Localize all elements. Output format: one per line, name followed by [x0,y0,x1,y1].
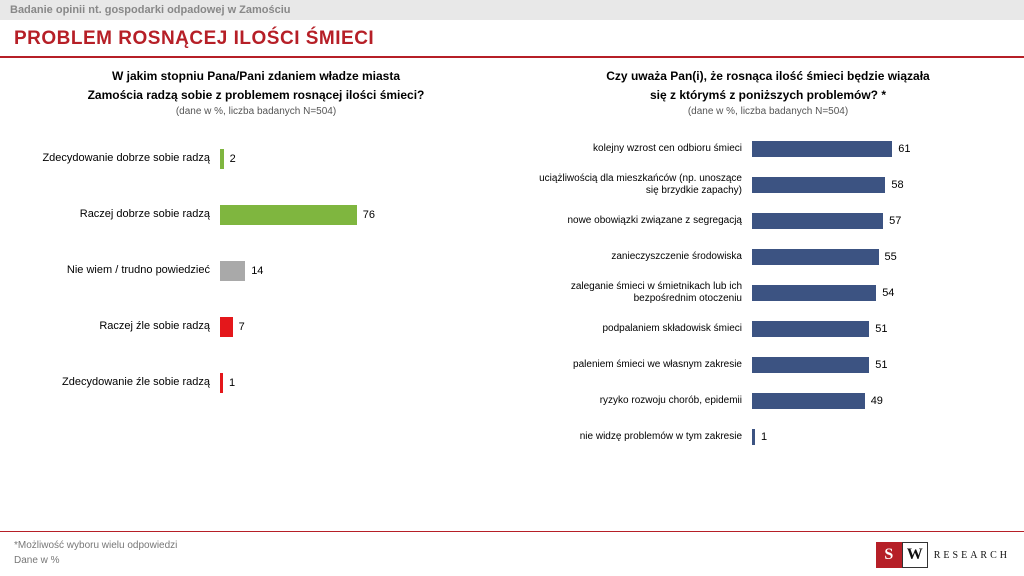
chart-row: nowe obowiązki związane z segregacją 57 [532,203,1004,239]
bar [752,249,879,265]
bar [752,285,876,301]
chart-row: Zdecydowanie dobrze sobie radzą 2 [20,131,492,187]
bar-wrap: 57 [752,213,1004,229]
chart-row: Raczej źle sobie radzą 7 [20,299,492,355]
bar-label: nie widzę problemów w tym zakresie [532,431,752,443]
chart-row: ryzyko rozwoju chorób, epidemii 49 [532,383,1004,419]
bar-wrap: 49 [752,393,1004,409]
left-question-line2: Zamościa radzą sobie z problemem rosnące… [20,87,492,104]
bar-label: podpalaniem składowisk śmieci [532,323,752,335]
bar [220,205,357,225]
bar [220,149,224,169]
logo-text: RESEARCH [934,550,1010,561]
bar-wrap: 76 [220,205,492,225]
footnote-1: *Możliwość wyboru wielu odpowiedzi [14,538,177,553]
bar-wrap: 54 [752,285,1004,301]
footnote-2: Dane w % [14,553,177,568]
bar-wrap: 1 [220,373,492,393]
bar-value: 49 [871,395,883,407]
top-context-bar: Badanie opinii nt. gospodarki odpadowej … [0,0,1024,20]
bar-label: paleniem śmieci we własnym zakresie [532,359,752,371]
right-question-line2: się z którymś z poniższych problemów? * [532,87,1004,104]
left-question-line1: W jakim stopniu Pana/Pani zdaniem władze… [20,68,492,85]
bar-wrap: 61 [752,141,1004,157]
chart-row: nie widzę problemów w tym zakresie 1 [532,419,1004,455]
left-subcaption: (dane w %, liczba badanych N=504) [20,106,492,117]
bar-wrap: 51 [752,321,1004,337]
title-rule [0,56,1024,58]
bar-value: 14 [251,265,263,277]
right-subcaption: (dane w %, liczba badanych N=504) [532,106,1004,117]
bar-label: Nie wiem / trudno powiedzieć [20,264,220,277]
bar-value: 54 [882,287,894,299]
chart-row: Raczej dobrze sobie radzą 76 [20,187,492,243]
page-title: PROBLEM ROSNĄCEJ ILOŚCI ŚMIECI [0,20,1024,56]
logo: S W RESEARCH [876,542,1010,568]
bar-wrap: 7 [220,317,492,337]
bar-label: ryzyko rozwoju chorób, epidemii [532,395,752,407]
logo-w-box: W [902,542,928,568]
chart-row: zaleganie śmieci w śmietnikach lub ich b… [532,275,1004,311]
logo-s-box: S [876,542,902,568]
charts-container: W jakim stopniu Pana/Pani zdaniem władze… [0,68,1024,455]
bar [220,317,233,337]
bar-value: 2 [230,153,236,165]
left-chart: W jakim stopniu Pana/Pani zdaniem władze… [20,68,492,455]
right-chart-rows: kolejny wzrost cen odbioru śmieci 61 uciąż… [532,131,1004,455]
bar-value: 1 [761,431,767,443]
right-question-line1: Czy uważa Pan(i), że rosnąca ilość śmiec… [532,68,1004,85]
bar-value: 51 [875,323,887,335]
left-chart-rows: Zdecydowanie dobrze sobie radzą 2 Raczej d… [20,131,492,411]
bar [220,261,245,281]
bar-wrap: 58 [752,177,1004,193]
bar-value: 57 [889,215,901,227]
bar [752,177,885,193]
bar-label: zaleganie śmieci w śmietnikach lub ich b… [532,281,752,304]
bar-label: kolejny wzrost cen odbioru śmieci [532,143,752,155]
bar [752,213,883,229]
bar-wrap: 2 [220,149,492,169]
bar [220,373,223,393]
bar-value: 1 [229,377,235,389]
bar [752,357,869,373]
bar-label: Raczej dobrze sobie radzą [20,208,220,221]
bar [752,393,865,409]
chart-row: zanieczyszczenie środowiska 55 [532,239,1004,275]
bar-value: 58 [891,179,903,191]
bar-value: 7 [239,321,245,333]
chart-row: paleniem śmieci we własnym zakresie 51 [532,347,1004,383]
bar-value: 51 [875,359,887,371]
chart-row: kolejny wzrost cen odbioru śmieci 61 [532,131,1004,167]
bar-label: uciążliwością dla mieszkańców (np. unosz… [532,173,752,196]
bar-value: 76 [363,209,375,221]
footnotes: *Możliwość wyboru wielu odpowiedzi Dane … [14,538,177,568]
chart-row: Zdecydowanie źle sobie radzą 1 [20,355,492,411]
bar-label: zanieczyszczenie środowiska [532,251,752,263]
bar [752,429,755,445]
bar-wrap: 14 [220,261,492,281]
bar-wrap: 51 [752,357,1004,373]
bar-value: 55 [885,251,897,263]
chart-row: podpalaniem składowisk śmieci 51 [532,311,1004,347]
bar-label: nowe obowiązki związane z segregacją [532,215,752,227]
chart-row: Nie wiem / trudno powiedzieć 14 [20,243,492,299]
bar-label: Zdecydowanie dobrze sobie radzą [20,152,220,165]
bar-wrap: 1 [752,429,1004,445]
right-chart: Czy uważa Pan(i), że rosnąca ilość śmiec… [532,68,1004,455]
bar [752,321,869,337]
bar-wrap: 55 [752,249,1004,265]
bar-label: Raczej źle sobie radzą [20,320,220,333]
bar-label: Zdecydowanie źle sobie radzą [20,376,220,389]
bar-value: 61 [898,143,910,155]
bar [752,141,892,157]
chart-row: uciążliwością dla mieszkańców (np. unosz… [532,167,1004,203]
footer: *Możliwość wyboru wielu odpowiedzi Dane … [0,531,1024,576]
